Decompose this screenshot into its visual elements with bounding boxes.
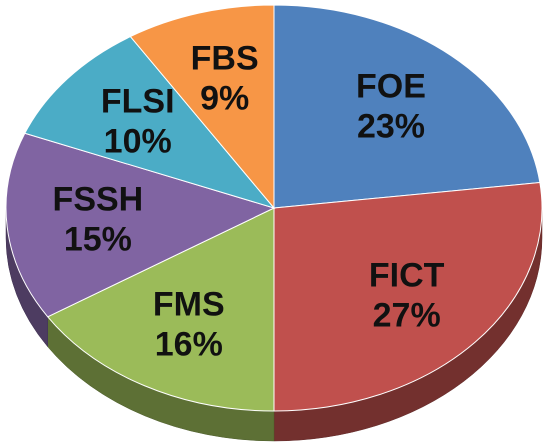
value-label: 27% (373, 297, 441, 335)
slice (5, 132, 276, 318)
slice-label: FLSI (101, 83, 175, 121)
value-label: 23% (357, 107, 425, 145)
slice (129, 4, 275, 210)
slice (273, 182, 543, 412)
slice-label: FOE (356, 67, 426, 105)
slice (273, 4, 541, 209)
slice (24, 35, 276, 209)
slice-label: FSSH (53, 181, 144, 219)
slice (46, 207, 275, 412)
value-label: 10% (104, 123, 172, 161)
slice-label: FBS (191, 39, 259, 77)
value-label: 16% (155, 325, 223, 363)
slice-label: FMS (153, 285, 225, 323)
value-label: 15% (64, 221, 132, 259)
value-label: 9% (200, 79, 249, 117)
slice-label: FICT (369, 257, 445, 295)
